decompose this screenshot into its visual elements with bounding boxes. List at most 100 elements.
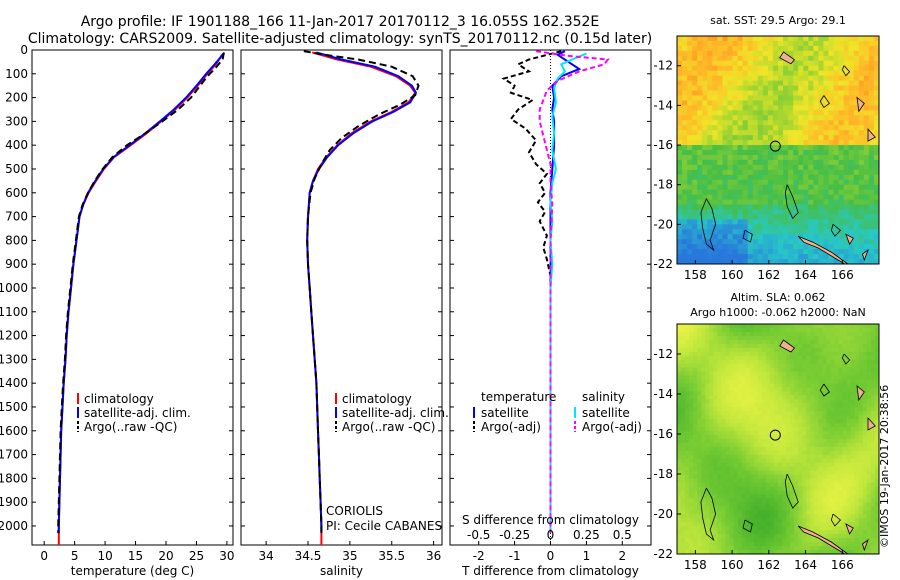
map-cell xyxy=(808,120,814,126)
map-cell xyxy=(733,470,739,476)
y-tick-label: 1400 xyxy=(0,376,28,390)
map-cell xyxy=(765,534,771,539)
map-cell xyxy=(773,542,779,547)
map-cell xyxy=(761,494,767,500)
map-cell xyxy=(729,498,735,504)
map-cell xyxy=(798,474,803,480)
map-cell xyxy=(725,439,731,444)
map-cell xyxy=(778,219,784,225)
map-cell xyxy=(778,379,783,385)
map-cell xyxy=(762,45,769,52)
map-cell xyxy=(722,60,729,67)
map-cell xyxy=(818,466,824,472)
map-cell xyxy=(757,159,764,166)
map-cell xyxy=(721,339,727,345)
map-cell xyxy=(729,359,735,365)
map-cell xyxy=(858,411,864,416)
map-cell xyxy=(790,419,795,424)
map-cell xyxy=(769,494,775,500)
map-cell xyxy=(721,439,727,444)
map-cell xyxy=(823,70,830,77)
legend-label: Argo(..raw -QC) xyxy=(84,420,177,434)
map-cell xyxy=(737,75,744,82)
map-cell xyxy=(838,335,844,341)
map-cell xyxy=(693,403,698,408)
map-cell xyxy=(677,125,683,131)
map-cell xyxy=(802,363,807,369)
map-cell xyxy=(697,169,703,176)
map-cell xyxy=(749,538,755,543)
map-cell xyxy=(793,174,799,181)
map-cell xyxy=(681,538,686,543)
map-cell xyxy=(810,494,815,500)
map-cell xyxy=(767,140,774,146)
map-cell xyxy=(741,538,747,543)
map-cell xyxy=(709,498,714,504)
map-cell xyxy=(870,411,876,416)
map-cell xyxy=(786,454,791,460)
map-cell xyxy=(858,367,864,373)
map-cell xyxy=(798,174,804,181)
map-cell xyxy=(689,335,694,341)
map-cell xyxy=(727,115,734,121)
map-cell xyxy=(713,486,718,492)
map-cell xyxy=(677,419,682,424)
map-cell xyxy=(713,446,718,452)
map-cell xyxy=(786,367,791,373)
map-cell xyxy=(793,70,799,77)
map-cell xyxy=(854,458,860,464)
map-cell xyxy=(753,466,759,472)
map-cell xyxy=(685,482,690,488)
map-cell xyxy=(794,466,799,472)
x-tick-label: -2 xyxy=(473,549,485,563)
map-cell xyxy=(689,339,694,345)
map-cell xyxy=(794,530,799,535)
map-cell xyxy=(769,478,775,484)
map-cell xyxy=(828,164,835,171)
map-cell xyxy=(806,486,811,492)
map-cell xyxy=(742,145,749,151)
map-cell xyxy=(822,486,828,492)
map-cell xyxy=(834,359,840,365)
map-cell xyxy=(843,194,850,201)
map-cell xyxy=(794,506,799,511)
map-cell xyxy=(733,379,739,385)
map-cell xyxy=(762,234,769,240)
map-cell xyxy=(713,546,718,551)
map-cell xyxy=(725,462,731,468)
map-cell xyxy=(828,75,835,82)
map-cell xyxy=(778,462,783,468)
map-cell xyxy=(790,379,795,385)
map-cell xyxy=(842,327,848,333)
map-cell xyxy=(808,115,814,121)
panel-temperature: 0100200300400500600700800900100011001200… xyxy=(0,43,235,578)
map-cell xyxy=(838,419,844,424)
map-cell xyxy=(778,80,784,87)
map-cell xyxy=(713,347,718,353)
map-cell xyxy=(810,442,815,448)
map-cell xyxy=(814,458,819,464)
map-cell xyxy=(697,391,702,396)
map-cell xyxy=(848,110,855,116)
map-cell xyxy=(822,435,828,440)
map-cell xyxy=(772,55,779,62)
map-cell xyxy=(737,506,743,511)
map-cell xyxy=(826,363,832,369)
map-cell xyxy=(765,490,771,496)
map-cell xyxy=(732,219,739,225)
map-cell xyxy=(761,399,767,404)
map-cell xyxy=(702,60,708,67)
y-tick-label: 1800 xyxy=(0,471,28,485)
map-cell xyxy=(761,534,767,539)
map-cell xyxy=(701,423,706,428)
map-cell xyxy=(790,454,795,460)
map-cell xyxy=(773,379,779,385)
map-cell xyxy=(788,254,794,260)
map-cell xyxy=(753,423,759,428)
map-cell xyxy=(843,174,850,181)
map-cell xyxy=(838,194,845,201)
map-cell xyxy=(729,343,735,349)
map-cell xyxy=(765,526,771,531)
map-cell xyxy=(798,40,804,47)
map-cell xyxy=(818,249,825,255)
